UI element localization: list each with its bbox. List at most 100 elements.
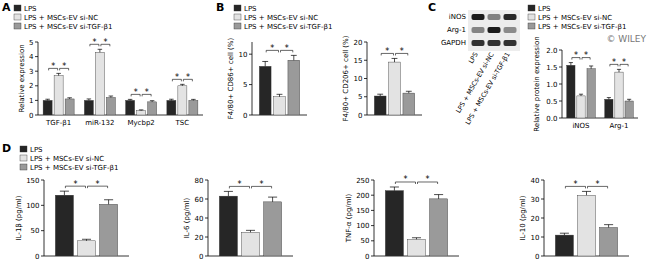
error-line (438, 195, 439, 199)
bar (615, 72, 623, 118)
y-tick (541, 180, 544, 181)
legend-label: LPS (244, 5, 257, 13)
bar (106, 97, 115, 115)
legend-label: LPS + MSCs-EV si-TGF-β1 (538, 23, 627, 31)
y-tick (205, 180, 208, 181)
y-tick-label: 1 (29, 97, 33, 105)
bars (567, 63, 634, 118)
error-bar (627, 99, 631, 101)
y-label: IL-10 (pg/ml) (519, 195, 527, 240)
error-bar (582, 191, 591, 195)
legend: LPSLPS + MSCs-EV si-NCLPS + MSCs-EV si-T… (234, 5, 333, 31)
y-tick-label: 0 (535, 253, 539, 261)
error-cap (377, 94, 383, 95)
legend: LPSLPS + MSCs-EV si-NCLPS + MSCs-EV si-T… (14, 5, 113, 31)
error-cap (560, 233, 569, 234)
blot-band (472, 27, 485, 33)
y-tick-label: 0 (199, 253, 203, 261)
error-bar (434, 195, 443, 199)
error-bar (604, 225, 613, 228)
error-cap (589, 65, 593, 66)
legend-swatch (14, 5, 21, 11)
y-tick (559, 84, 562, 85)
error-bar (589, 66, 593, 69)
y-tick-label: 3 (29, 68, 33, 76)
y-tick (35, 71, 38, 72)
y-tick-label: 20 (531, 215, 540, 223)
error-bar (56, 73, 61, 75)
error-bar (406, 91, 412, 93)
legend: LPSLPS + MSCs-EV si-NCLPS + MSCs-EV si-T… (528, 5, 627, 31)
significance: * (96, 180, 100, 189)
error-cap (392, 58, 398, 59)
error-bar (277, 94, 283, 96)
error-line (265, 61, 266, 66)
error-line (279, 94, 280, 96)
error-cap (139, 109, 144, 110)
figure: A012345Relative expressionTGF-β1**miR-13… (0, 0, 650, 271)
error-cap (67, 97, 72, 98)
y-tick-label: 40 (531, 177, 540, 185)
significance: * (403, 175, 407, 184)
error-line (293, 55, 294, 60)
error-cap (604, 224, 613, 225)
error-cap (434, 194, 443, 195)
error-bar (82, 239, 91, 241)
error-bar (392, 58, 398, 62)
error-bar (569, 63, 573, 66)
bar (241, 232, 259, 256)
y-tick (41, 256, 44, 257)
error-bar (560, 233, 569, 235)
bar (219, 196, 237, 256)
blot-band (504, 14, 517, 20)
error-cap (169, 99, 174, 100)
error-cap (412, 237, 421, 238)
legend-swatch (528, 14, 535, 20)
chart: 020406080IL-6 (pg/ml)** (183, 177, 293, 261)
error-cap (406, 91, 412, 92)
bar (567, 65, 575, 118)
y-tick (541, 218, 544, 219)
legend-label: LPS + MSCs-EV si-NC (24, 14, 98, 22)
x-tick-label: iNOS (572, 122, 590, 130)
y-axis (374, 180, 375, 256)
y-label: IL-1β (pg/ml) (15, 195, 23, 240)
y-tick (205, 237, 208, 238)
error-cap (45, 99, 50, 100)
y-tick-label: 20 (195, 234, 204, 242)
y-tick-label: 150 (356, 207, 369, 215)
significance: * (622, 58, 626, 67)
error-bar (377, 94, 383, 96)
bar (77, 241, 95, 256)
y-tick-label: 0 (29, 112, 33, 120)
y-label: Relative expression (18, 44, 26, 112)
error-bar (98, 49, 103, 52)
error-line (108, 200, 109, 205)
significance: * (260, 180, 264, 189)
error-line (228, 191, 229, 196)
error-cap (262, 61, 268, 62)
significance: * (400, 47, 404, 56)
bar (95, 52, 104, 115)
error-bar (224, 191, 233, 196)
bar (55, 195, 73, 256)
error-cap (246, 230, 255, 231)
y-tick-label: 200 (356, 192, 369, 200)
legend: LPSLPS + MSCs-EV si-NCLPS + MSCs-EV si-T… (20, 146, 119, 172)
error-bar (579, 94, 583, 96)
significance: * (270, 44, 274, 53)
panel-letter: B (216, 1, 224, 14)
y-tick (364, 115, 367, 116)
error-line (394, 187, 395, 191)
error-bar (412, 238, 421, 240)
y-tick (41, 230, 44, 231)
y-tick-label: 2 (29, 82, 33, 90)
y-tick-label: 0 (35, 253, 39, 261)
y-tick-label: 150 (26, 177, 39, 185)
legend-swatch (14, 14, 21, 20)
y-tick-label: 4 (29, 53, 34, 61)
blot-row-label: Arg-1 (447, 26, 466, 34)
chart: A012345Relative expressionTGF-β1**miR-13… (2, 1, 203, 127)
y-tick-label: 10 (354, 75, 363, 83)
error-cap (128, 99, 133, 100)
